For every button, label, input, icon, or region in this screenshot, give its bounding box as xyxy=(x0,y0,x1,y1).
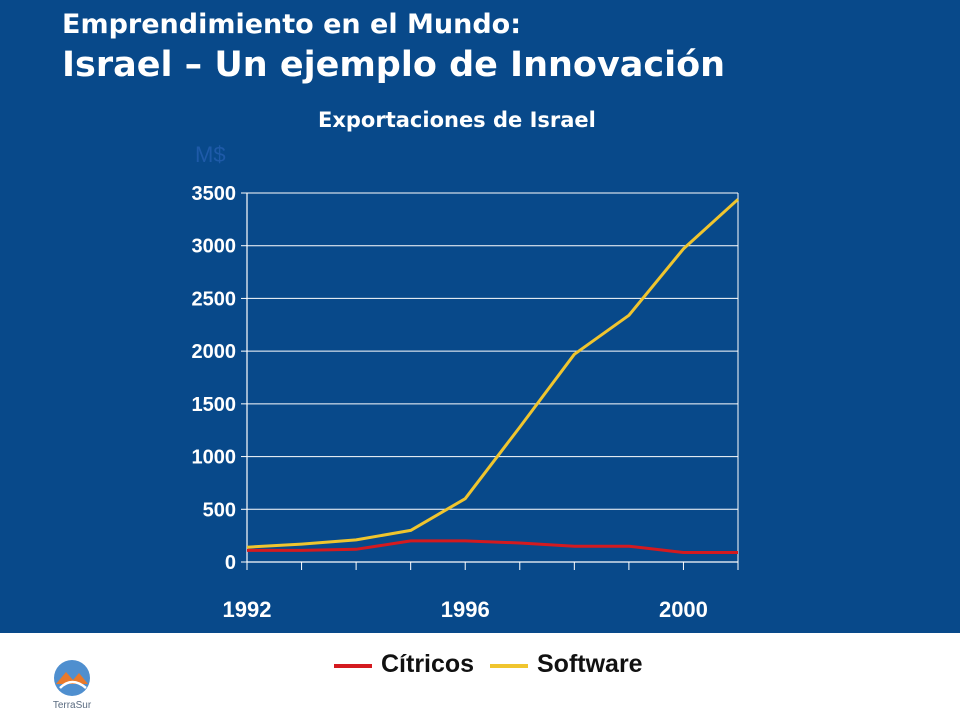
x-tick-label-2000: 2000 xyxy=(659,597,708,622)
slide-title-line1: Emprendimiento en el Mundo: xyxy=(62,9,521,40)
line-chart: 0 500 1000 1500 2000 2500 3000 3500 1992 1996 2000 xyxy=(192,183,740,622)
slide-title-line2: Israel – Un ejemplo de Innovación xyxy=(62,45,726,85)
series-line-0 xyxy=(247,539,738,554)
x-tick-label-1992: 1992 xyxy=(223,597,272,622)
chart-title: Exportaciones de Israel xyxy=(318,108,596,132)
y-tick-label-1000: 1000 xyxy=(192,447,237,469)
tick-labels: 0 500 1000 1500 2000 2500 3000 3500 1992 1996 2000 xyxy=(192,183,708,622)
x-tick-label-1996: 1996 xyxy=(441,597,490,622)
y-axis-unit-label: M$ xyxy=(195,142,226,167)
logo-text: TerraSur xyxy=(52,700,92,711)
gridlines xyxy=(247,192,738,510)
slide-background xyxy=(0,0,960,633)
y-tick-label-500: 500 xyxy=(203,499,236,521)
legend-label-1: Software xyxy=(537,650,643,678)
terrasur-logo-icon xyxy=(54,660,90,696)
series-lines xyxy=(246,198,740,554)
y-tick-label-3000: 3000 xyxy=(192,236,237,258)
legend-label-0: Cítricos xyxy=(381,650,475,678)
terrasur-logo: TerraSur xyxy=(46,656,98,712)
legend-swatch-1 xyxy=(490,664,528,668)
series-line-1 xyxy=(246,198,740,549)
y-tick-label-1500: 1500 xyxy=(192,394,237,416)
legend: Cítricos Software xyxy=(0,650,960,686)
y-tick-label-2000: 2000 xyxy=(192,341,237,363)
y-tick-label-3500: 3500 xyxy=(192,183,237,205)
y-tick-label-2500: 2500 xyxy=(192,288,237,310)
legend-swatch-0 xyxy=(334,664,372,668)
y-tick-label-0: 0 xyxy=(225,552,236,574)
axes xyxy=(241,192,739,570)
